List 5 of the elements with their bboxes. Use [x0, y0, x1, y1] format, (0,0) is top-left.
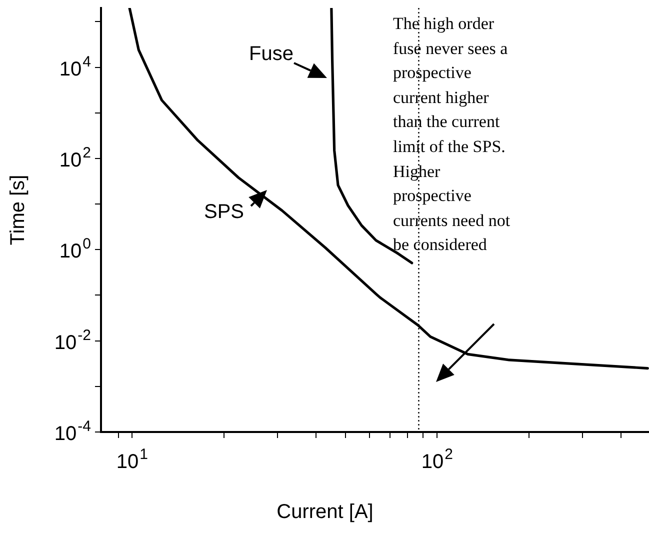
x-axis-title: Current [A] — [276, 501, 374, 523]
y-axis-title: Time [s] — [7, 174, 29, 246]
legend-label: Fuse — [249, 43, 294, 65]
legend-label: SPS — [204, 201, 244, 223]
text: The high order fuse never sees a prospective current higher than the current limit of the SPS. Higher prospective currents need not be considered — [393, 14, 510, 254]
